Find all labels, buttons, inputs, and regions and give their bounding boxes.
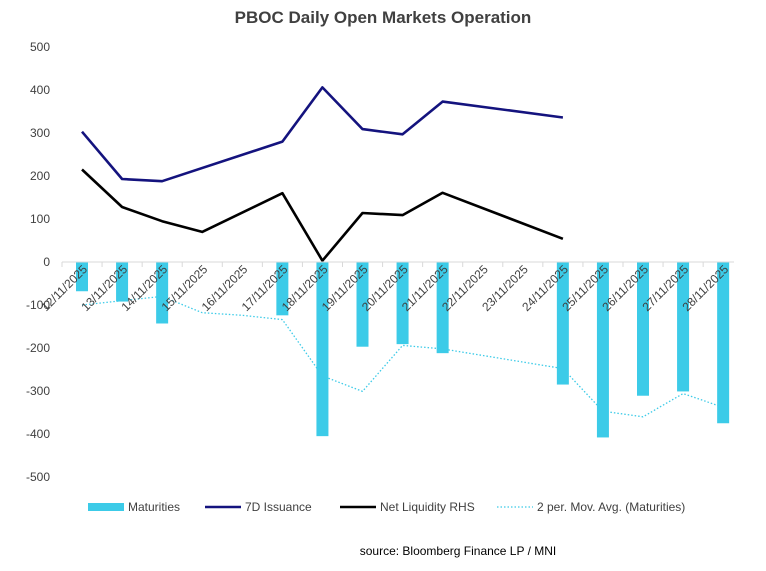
maturities-bar: [276, 262, 289, 316]
y-axis: 500 400 300 200 100 0 -100 -200 -300 -400 -500: [26, 40, 50, 484]
legend: Maturities 7D Issuance Net Liquidity RHS 2 …: [88, 500, 685, 514]
y-tick-label: 100: [30, 212, 50, 226]
maturities-bar: [556, 262, 569, 385]
y-tick-label: -200: [26, 341, 50, 355]
maturities-bar: [116, 262, 129, 302]
maturities-bars: [76, 262, 730, 438]
legend-swatch-maturities: [88, 503, 124, 511]
chart-title: PBOC Daily Open Markets Operation: [235, 8, 532, 27]
legend-label: 2 per. Mov. Avg. (Maturities): [537, 500, 685, 514]
y-tick-label: 300: [30, 126, 50, 140]
y-tick-label: 200: [30, 169, 50, 183]
maturities-bar: [637, 262, 650, 396]
series-lines: [81, 86, 724, 418]
maturities-bar: [156, 262, 169, 324]
maturities-bar: [677, 262, 690, 392]
issuance-line: [81, 86, 564, 183]
maturities-bar: [436, 262, 449, 354]
y-tick-label: 0: [43, 255, 50, 269]
y-tick-label: 400: [30, 83, 50, 97]
net-liquidity-line: [81, 168, 564, 262]
maturities-bar: [316, 262, 329, 437]
maturities-bar: [596, 262, 609, 438]
maturities-bar: [717, 262, 730, 424]
legend-label: 7D Issuance: [245, 500, 312, 514]
x-axis-labels: 12/11/202513/11/202514/11/202515/11/2025…: [38, 262, 731, 314]
y-tick-label: 500: [30, 40, 50, 54]
y-tick-label: -300: [26, 384, 50, 398]
x-axis-ticks: [61, 262, 704, 267]
maturities-bar: [76, 262, 88, 292]
moving-average-line: [81, 295, 724, 418]
legend-label: Net Liquidity RHS: [380, 500, 475, 514]
y-tick-label: -500: [26, 470, 50, 484]
y-tick-label: -400: [26, 427, 50, 441]
maturities-bar: [396, 262, 409, 345]
maturities-bar: [356, 262, 369, 347]
source-note: source: Bloomberg Finance LP / MNI: [360, 544, 557, 558]
y-tick-label: -100: [26, 298, 50, 312]
legend-label: Maturities: [128, 500, 180, 514]
